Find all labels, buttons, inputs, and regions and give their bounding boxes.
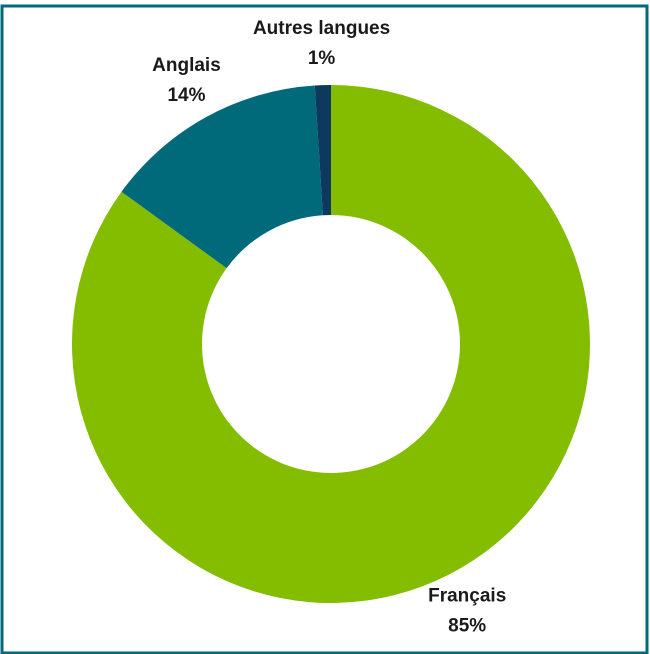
slice-label: Autres langues [253,18,390,39]
donut-slice [71,85,591,603]
slice-value-label: 85% [448,615,486,636]
donut-slice [121,85,323,269]
slice-label: Français [428,585,506,606]
slice-label: Anglais [152,55,221,76]
frame [0,4,649,654]
slice-value-label: 1% [308,48,336,69]
donut-slice [314,85,331,216]
slice-value-label: 14% [167,85,205,106]
